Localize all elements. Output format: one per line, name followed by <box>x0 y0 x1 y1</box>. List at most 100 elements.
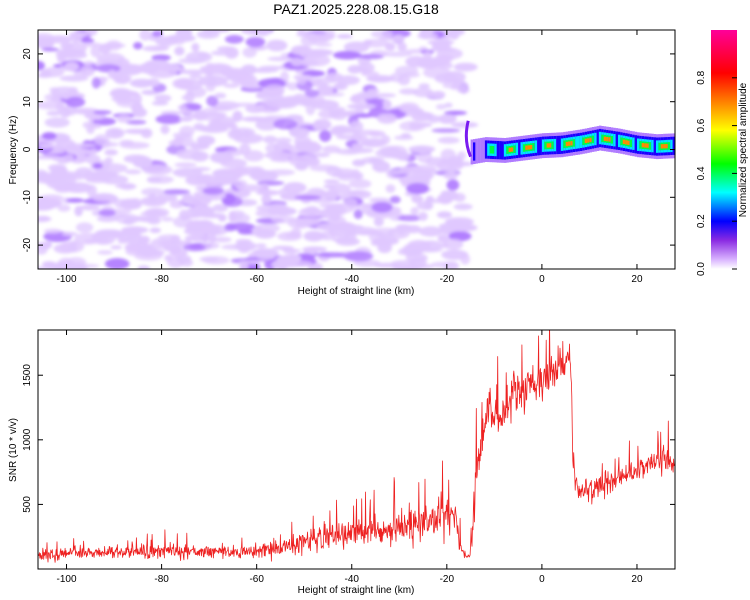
noise-blob <box>137 249 165 257</box>
ridge-cell <box>484 140 488 159</box>
noise-blob <box>174 46 185 56</box>
noise-blob <box>42 261 56 268</box>
noise-blob <box>297 30 306 36</box>
noise-blob <box>153 45 170 50</box>
noise-blob <box>245 36 266 48</box>
noise-blob <box>303 54 331 67</box>
noise-blob <box>170 234 181 244</box>
noise-blob <box>151 30 164 38</box>
noise-blob <box>116 114 132 123</box>
noise-blob <box>140 128 153 139</box>
noise-blob <box>381 135 391 145</box>
y-tick-label: 10 <box>22 96 33 108</box>
noise-blob <box>441 190 459 201</box>
noise-blob <box>212 116 237 126</box>
noise-blob <box>90 123 102 129</box>
snr-panel: -100 -80 -60 -40 -20 0 20 500 1000 1500 Height o… <box>8 329 676 596</box>
noise-blob <box>271 215 297 224</box>
noise-blob <box>294 136 312 146</box>
noise-blob <box>439 36 451 42</box>
colorbar-ticks: 0.0 0.2 0.4 0.6 0.8 <box>696 70 737 276</box>
noise-blob <box>245 104 265 114</box>
noise-blob <box>125 246 143 256</box>
noise-blob <box>172 167 203 178</box>
ridge-cell <box>553 138 557 152</box>
noise-blob <box>41 132 57 140</box>
ridge-cell <box>610 136 614 144</box>
noise-blob <box>457 151 466 160</box>
spectrogram-heatmap <box>38 30 675 269</box>
noise-blob <box>347 65 363 74</box>
ridge-cell <box>560 138 564 151</box>
noise-blob <box>114 198 129 209</box>
x-tick-label: 0 <box>539 574 545 585</box>
ridge-cell <box>632 137 635 150</box>
noise-blob <box>368 130 386 138</box>
ridge-cell <box>558 135 562 154</box>
ridge-cell <box>518 139 521 158</box>
noise-blob <box>418 83 430 89</box>
noise-blob <box>327 106 346 112</box>
noise-blob <box>304 89 320 98</box>
noise-blob <box>265 143 281 154</box>
noise-blob <box>104 149 118 156</box>
ridge-cell <box>627 140 631 145</box>
colorbar-tick-label: 0.2 <box>696 214 707 228</box>
noise-blob <box>138 235 151 244</box>
noise-blob <box>443 261 460 269</box>
noise-blob <box>229 210 245 217</box>
noise-blob <box>149 175 174 184</box>
noise-blob <box>38 143 55 149</box>
noise-blob <box>73 70 92 77</box>
colorbar-label: Normalized spectral amplitude <box>738 82 749 217</box>
noise-blob <box>364 97 385 103</box>
noise-blob <box>392 34 405 45</box>
noise-blob <box>179 125 195 137</box>
noise-blob <box>44 174 65 180</box>
ridge-cell <box>508 147 512 152</box>
noise-blob <box>104 157 113 165</box>
ridge-cell <box>522 144 526 152</box>
ridge-cell <box>663 144 666 149</box>
noise-blob <box>83 60 94 66</box>
ridge-cell <box>570 141 573 146</box>
noise-blob <box>264 84 285 95</box>
noise-blob <box>107 69 117 79</box>
noise-blob <box>59 75 89 82</box>
noise-blob <box>425 157 451 167</box>
noise-blob <box>185 51 213 63</box>
noise-blob <box>316 252 347 258</box>
noise-blob <box>39 194 64 202</box>
noise-blob <box>335 148 361 155</box>
noise-blob <box>97 250 113 255</box>
noise-blob <box>161 216 174 222</box>
noise-blob <box>110 128 121 136</box>
noise-blob <box>293 74 313 81</box>
x-tick-label: 0 <box>539 274 545 285</box>
noise-blob <box>237 228 253 235</box>
ridge-cell <box>492 146 495 154</box>
y-tick-label: 500 <box>22 496 33 513</box>
noise-blob <box>38 203 57 210</box>
noise-blob <box>409 108 424 114</box>
spectrogram-y-ticks: -20 -10 0 10 20 <box>22 48 675 252</box>
noise-blob <box>137 265 150 269</box>
x-tick-label: -80 <box>154 274 169 285</box>
ridge-cell <box>613 134 616 147</box>
noise-blob <box>98 44 112 54</box>
ridge-cell <box>639 141 642 149</box>
noise-blob <box>348 190 372 199</box>
noise-blob <box>374 232 395 238</box>
noise-blob <box>354 113 374 118</box>
noise-blob <box>352 159 366 167</box>
noise-blob <box>370 30 394 38</box>
noise-blob <box>346 103 376 110</box>
ridge-cell <box>603 136 607 141</box>
noise-blob <box>331 237 353 242</box>
ridge-cell <box>473 142 476 161</box>
ridge-cell <box>587 138 590 143</box>
noise-blob <box>335 83 344 90</box>
noise-blob <box>230 127 256 137</box>
x-tick-label: 20 <box>631 274 643 285</box>
